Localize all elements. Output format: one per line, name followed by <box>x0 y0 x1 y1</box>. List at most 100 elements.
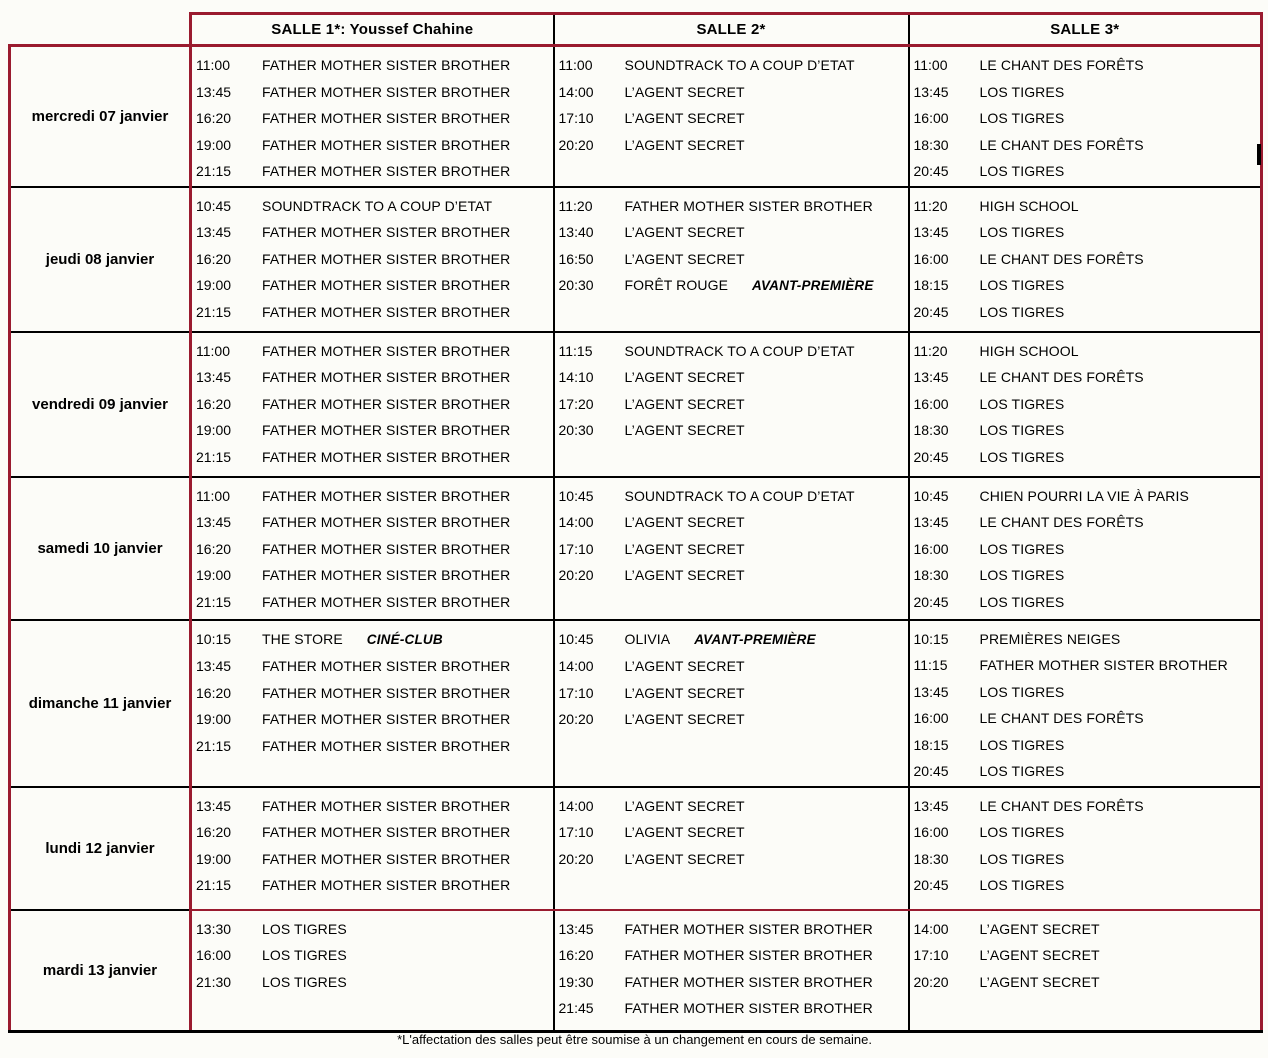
corner-cell <box>10 14 191 46</box>
special-badge: AVANT-PREMIÈRE <box>752 278 874 293</box>
day-label: jeudi 08 janvier <box>8 186 192 333</box>
showtime-line: 19:00 FATHER MOTHER SISTER BROTHER <box>196 562 553 589</box>
showtime-time: 14:00 <box>558 658 594 674</box>
day-row: dimanche 11 janvier 10:15 THE STORE CINÉ-CL… <box>8 619 1263 788</box>
header-salle-1: SALLE 1*: Youssef Chahine <box>189 12 555 47</box>
footnote: *L'affectation des salles peut être soum… <box>397 1032 872 1047</box>
showtime-time: 17:10 <box>913 947 949 963</box>
showtime-time: 19:00 <box>196 567 232 583</box>
showtime-time: 14:00 <box>558 797 594 814</box>
showtime-line: 13:45 FATHER MOTHER SISTER BROTHER <box>196 79 553 106</box>
showtime-line: 20:45 LOS TIGRES <box>914 758 1261 785</box>
film-title: LOS TIGRES <box>979 877 1065 893</box>
showtime-time: 11:00 <box>196 487 230 504</box>
showtime-line: 20:45 LOS TIGRES <box>914 299 1261 326</box>
film-title: HIGH SCHOOL <box>979 342 1079 359</box>
showtime-line: 11:00 SOUNDTRACK TO A COUP D’ETAT <box>559 52 908 79</box>
film-title: FATHER MOTHER SISTER BROTHER <box>262 684 511 701</box>
showtime-line: 13:45 FATHER MOTHER SISTER BROTHER <box>196 364 553 391</box>
showtime-line: 14:10 L’AGENT SECRET <box>559 364 908 391</box>
schedule-cell-salle1: 10:15 THE STORE CINÉ-CLUB 13:45 FATHER MOTHE… <box>190 619 555 788</box>
film-title: FATHER MOTHER SISTER BROTHER <box>262 824 511 840</box>
showtime-line: 16:20 FATHER MOTHER SISTER BROTHER <box>559 942 908 969</box>
film-title: FATHER MOTHER SISTER BROTHER <box>262 658 511 674</box>
showtime-line: 14:00 L’AGENT SECRET <box>559 793 908 820</box>
showtime-line: 21:15 FATHER MOTHER SISTER BROTHER <box>196 872 553 899</box>
showtime-time: 10:15 <box>196 630 232 647</box>
showtime-line: 13:30 LOS TIGRES <box>196 916 553 943</box>
showtime-time: 18:30 <box>913 422 949 438</box>
showtime-line: 16:20 FATHER MOTHER SISTER BROTHER <box>196 680 553 707</box>
showtime-line: 14:00 L’AGENT SECRET <box>559 79 908 106</box>
showtime-line: 17:10 L’AGENT SECRET <box>559 105 908 132</box>
film-title: L’AGENT SECRET <box>624 422 745 438</box>
film-title: FATHER MOTHER SISTER BROTHER <box>624 947 873 963</box>
film-title: LOS TIGRES <box>262 920 347 937</box>
showtime-time: 19:00 <box>196 136 232 153</box>
schedule-table: SALLE 1*: Youssef Chahine SALLE 2* SALLE… <box>8 12 1263 1033</box>
showtime-line: 13:45 LE CHANT DES FORÊTS <box>914 793 1261 820</box>
film-title: LOS TIGRES <box>979 395 1065 412</box>
showtime-time: 13:45 <box>913 797 949 814</box>
showtime-line: 16:00 LE CHANT DES FORÊTS <box>914 705 1261 732</box>
special-badge: AVANT-PREMIÈRE <box>694 631 816 647</box>
header-salle-2: SALLE 2* <box>553 12 910 47</box>
showtime-line: 10:45 CHIEN POURRI LA VIE À PARIS <box>914 483 1261 510</box>
schedule-cell-salle2: 11:00 SOUNDTRACK TO A COUP D’ETAT 14:00 L’A… <box>553 45 910 188</box>
film-title: HIGH SCHOOL <box>979 197 1079 214</box>
showtime-time: 13:45 <box>913 224 949 240</box>
film-title: LE CHANT DES FORÊTS <box>979 710 1144 726</box>
film-title: LOS TIGRES <box>979 224 1065 240</box>
showtime-line: 21:15 FATHER MOTHER SISTER BROTHER <box>196 158 553 185</box>
showtime-time: 17:10 <box>558 110 594 126</box>
showtime-time: 11:20 <box>913 342 948 359</box>
film-title: L’AGENT SECRET <box>624 711 745 727</box>
showtime-line: 14:00 L’AGENT SECRET <box>559 653 908 680</box>
showtime-line: 13:45 LOS TIGRES <box>914 79 1261 106</box>
showtime-time: 21:15 <box>196 593 232 610</box>
film-title: OLIVIA <box>624 630 671 647</box>
film-title: L’AGENT SECRET <box>624 850 745 867</box>
showtime-time: 20:45 <box>913 763 949 779</box>
showtime-line: 20:45 LOS TIGRES <box>914 872 1261 899</box>
schedule-cell-salle3: 11:20 HIGH SCHOOL 13:45 LE CHANT DES FORÊTS… <box>908 331 1263 478</box>
film-title: L’AGENT SECRET <box>624 136 745 153</box>
showtime-line: 10:45 SOUNDTRACK TO A COUP D’ETAT <box>559 483 908 510</box>
showtime-time: 11:15 <box>558 342 593 359</box>
showtime-time: 13:45 <box>913 83 949 100</box>
film-title: FATHER MOTHER SISTER BROTHER <box>262 136 511 153</box>
film-title: LOS TIGRES <box>979 850 1065 867</box>
showtime-time: 20:20 <box>558 711 594 727</box>
showtime-line: 20:20 L’AGENT SECRET <box>559 132 908 159</box>
showtime-line: 10:15 PREMIÈRES NEIGES <box>914 626 1261 653</box>
film-title: L’AGENT SECRET <box>624 824 745 840</box>
showtime-line: 10:15 THE STORE CINÉ-CLUB <box>196 626 553 654</box>
showtime-line: 11:15 SOUNDTRACK TO A COUP D’ETAT <box>559 338 908 365</box>
showtime-time: 11:00 <box>196 57 230 73</box>
film-title: FATHER MOTHER SISTER BROTHER <box>262 224 511 240</box>
schedule-cell-salle1: 13:45 FATHER MOTHER SISTER BROTHER 16:20 FA… <box>190 786 555 911</box>
showtime-line: 16:20 FATHER MOTHER SISTER BROTHER <box>196 819 553 846</box>
showtime-line: 20:30 L’AGENT SECRET <box>559 417 908 444</box>
header-salle-3: SALLE 3* <box>908 12 1263 47</box>
showtime-time: 20:45 <box>913 877 949 893</box>
film-title: LE CHANT DES FORÊTS <box>979 57 1144 73</box>
showtime-time: 17:10 <box>558 824 594 840</box>
showtime-time: 16:20 <box>196 110 232 126</box>
showtime-time: 16:20 <box>196 250 232 267</box>
showtime-time: 19:00 <box>196 277 232 293</box>
showtime-line: 17:10 L’AGENT SECRET <box>559 819 908 846</box>
film-title: LE CHANT DES FORÊTS <box>979 514 1144 530</box>
schedule-cell-salle1: 11:00 FATHER MOTHER SISTER BROTHER 13:45 FA… <box>190 45 555 188</box>
film-title: CHIEN POURRI LA VIE À PARIS <box>979 487 1189 504</box>
schedule-cell-salle3: 14:00 L’AGENT SECRET 17:10 L’AGENT SECRET 20… <box>908 909 1263 1033</box>
day-label: samedi 10 janvier <box>8 476 192 621</box>
showtime-time: 11:20 <box>913 197 948 214</box>
showtime-time: 13:45 <box>196 83 232 100</box>
showtime-line: 11:20 HIGH SCHOOL <box>914 338 1261 365</box>
showtime-time: 10:45 <box>913 487 949 504</box>
day-label: mercredi 07 janvier <box>8 44 192 188</box>
showtime-time: 20:20 <box>558 567 594 583</box>
showtime-line: 13:45 FATHER MOTHER SISTER BROTHER <box>196 509 553 536</box>
showtime-time: 10:45 <box>558 630 594 647</box>
